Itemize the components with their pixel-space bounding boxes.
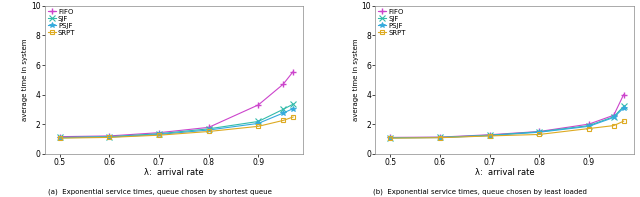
FIFO bbox=[486, 134, 493, 136]
FIFO bbox=[436, 136, 444, 138]
Text: (b)  Exponential service times, queue chosen by least loaded: (b) Exponential service times, queue cho… bbox=[373, 189, 587, 195]
SJF bbox=[436, 136, 444, 139]
FIFO bbox=[56, 136, 63, 138]
SRPT bbox=[205, 130, 212, 133]
SJF bbox=[387, 137, 394, 139]
FIFO bbox=[536, 130, 543, 133]
PSJF bbox=[56, 137, 63, 139]
SJF bbox=[536, 131, 543, 133]
FIFO bbox=[610, 114, 618, 116]
Line: SJF: SJF bbox=[387, 104, 627, 140]
SRPT bbox=[610, 125, 618, 127]
Line: PSJF: PSJF bbox=[57, 106, 296, 140]
SJF bbox=[106, 136, 113, 138]
SJF bbox=[585, 125, 593, 127]
Legend: FIFO, SJF, PSJF, SRPT: FIFO, SJF, PSJF, SRPT bbox=[47, 8, 76, 36]
FIFO bbox=[620, 93, 627, 96]
Line: FIFO: FIFO bbox=[387, 91, 627, 141]
FIFO bbox=[289, 71, 297, 73]
Y-axis label: average time in system: average time in system bbox=[22, 39, 28, 121]
FIFO bbox=[255, 104, 262, 106]
SRPT bbox=[585, 127, 593, 130]
Line: SRPT: SRPT bbox=[388, 119, 626, 140]
SRPT bbox=[279, 119, 287, 122]
PSJF bbox=[620, 107, 627, 109]
SJF bbox=[255, 120, 262, 123]
Line: SRPT: SRPT bbox=[58, 115, 295, 140]
PSJF bbox=[279, 112, 287, 114]
PSJF bbox=[610, 116, 618, 119]
SRPT bbox=[486, 135, 493, 137]
PSJF bbox=[205, 129, 212, 131]
FIFO bbox=[205, 126, 212, 129]
SRPT bbox=[387, 137, 394, 139]
PSJF bbox=[536, 131, 543, 133]
Legend: FIFO, SJF, PSJF, SRPT: FIFO, SJF, PSJF, SRPT bbox=[378, 8, 407, 36]
PSJF bbox=[436, 136, 444, 139]
SRPT bbox=[436, 137, 444, 139]
Line: PSJF: PSJF bbox=[387, 105, 627, 141]
SJF bbox=[486, 134, 493, 136]
FIFO bbox=[279, 83, 287, 85]
PSJF bbox=[106, 136, 113, 138]
SJF bbox=[279, 108, 287, 111]
SRPT bbox=[155, 134, 163, 136]
SJF bbox=[620, 105, 627, 108]
SJF bbox=[56, 136, 63, 139]
FIFO bbox=[585, 123, 593, 125]
PSJF bbox=[255, 122, 262, 125]
SRPT bbox=[255, 125, 262, 127]
SRPT bbox=[56, 137, 63, 139]
PSJF bbox=[486, 135, 493, 137]
PSJF bbox=[585, 125, 593, 127]
SRPT bbox=[536, 133, 543, 136]
X-axis label: λ:  arrival rate: λ: arrival rate bbox=[144, 168, 204, 177]
PSJF bbox=[155, 133, 163, 136]
SRPT bbox=[289, 116, 297, 118]
Y-axis label: average time in system: average time in system bbox=[353, 39, 359, 121]
SJF bbox=[205, 128, 212, 130]
SJF bbox=[155, 133, 163, 135]
FIFO bbox=[387, 136, 394, 139]
Line: FIFO: FIFO bbox=[56, 68, 296, 140]
PSJF bbox=[289, 107, 297, 110]
SRPT bbox=[106, 136, 113, 139]
Line: SJF: SJF bbox=[57, 101, 296, 140]
FIFO bbox=[155, 132, 163, 134]
SJF bbox=[610, 115, 618, 118]
PSJF bbox=[387, 137, 394, 139]
FIFO bbox=[106, 135, 113, 137]
SRPT bbox=[620, 120, 627, 122]
X-axis label: λ:  arrival rate: λ: arrival rate bbox=[475, 168, 534, 177]
SJF bbox=[289, 103, 297, 105]
Text: (a)  Exponential service times, queue chosen by shortest queue: (a) Exponential service times, queue cho… bbox=[48, 189, 272, 195]
